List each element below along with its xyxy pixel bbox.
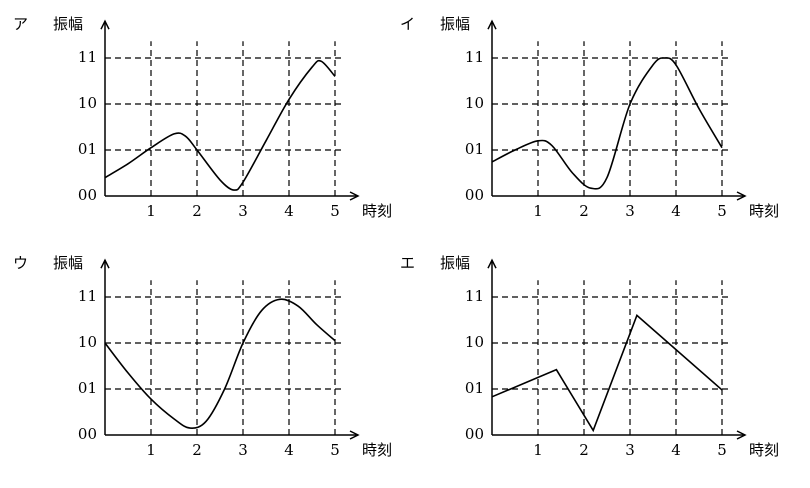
curve bbox=[104, 298, 336, 429]
y-tick-label: 00 bbox=[465, 425, 484, 443]
x-arrow bbox=[736, 430, 747, 440]
x-tick-label: 3 bbox=[625, 441, 635, 459]
x-tick-label: 2 bbox=[192, 441, 202, 459]
x-axis-label: 時刻 bbox=[362, 441, 392, 459]
y-arrow bbox=[487, 19, 497, 30]
x-tick-label: 4 bbox=[671, 441, 681, 459]
y-tick-label: 01 bbox=[465, 379, 484, 397]
y-tick-label: 10 bbox=[465, 94, 484, 112]
y-axis-label: 振幅 bbox=[53, 15, 83, 33]
y-tick-label: 00 bbox=[465, 186, 484, 204]
y-tick-label: 00 bbox=[78, 186, 97, 204]
x-tick-label: 4 bbox=[671, 202, 681, 220]
y-tick-label: 11 bbox=[78, 287, 97, 305]
x-arrow bbox=[349, 430, 360, 440]
x-tick-label: 1 bbox=[533, 202, 543, 220]
x-tick-label: 4 bbox=[284, 202, 294, 220]
x-axis-label: 時刻 bbox=[362, 202, 392, 220]
x-tick-label: 2 bbox=[579, 441, 589, 459]
x-tick-label: 5 bbox=[717, 441, 727, 459]
y-tick-label: 11 bbox=[465, 287, 484, 305]
curve bbox=[104, 59, 336, 191]
x-tick-label: 4 bbox=[284, 441, 294, 459]
y-tick-label: 01 bbox=[78, 140, 97, 158]
x-tick-label: 5 bbox=[717, 202, 727, 220]
curve bbox=[491, 314, 723, 433]
y-axis-label: 振幅 bbox=[440, 15, 470, 33]
y-axis-label: 振幅 bbox=[53, 254, 83, 272]
x-tick-label: 2 bbox=[579, 202, 589, 220]
x-tick-label: 5 bbox=[330, 441, 340, 459]
x-axis-label: 時刻 bbox=[749, 202, 779, 220]
y-tick-label: 11 bbox=[465, 48, 484, 66]
y-tick-label: 10 bbox=[78, 94, 97, 112]
y-tick-label: 10 bbox=[78, 333, 97, 351]
panel-label: エ bbox=[400, 254, 415, 272]
x-tick-label: 2 bbox=[192, 202, 202, 220]
x-arrow bbox=[736, 191, 747, 201]
x-tick-label: 1 bbox=[533, 441, 543, 459]
x-axis-label: 時刻 bbox=[749, 441, 779, 459]
x-arrow bbox=[349, 191, 360, 201]
y-tick-label: 10 bbox=[465, 333, 484, 351]
y-tick-label: 01 bbox=[78, 379, 97, 397]
x-tick-label: 3 bbox=[238, 202, 248, 220]
y-arrow bbox=[487, 258, 497, 269]
y-tick-label: 00 bbox=[78, 425, 97, 443]
x-tick-label: 3 bbox=[625, 202, 635, 220]
panel-label: ウ bbox=[13, 254, 28, 272]
y-tick-label: 11 bbox=[78, 48, 97, 66]
y-tick-label: 01 bbox=[465, 140, 484, 158]
panel-label: イ bbox=[400, 15, 415, 33]
x-tick-label: 1 bbox=[146, 202, 156, 220]
x-tick-label: 5 bbox=[330, 202, 340, 220]
x-tick-label: 3 bbox=[238, 441, 248, 459]
x-tick-label: 1 bbox=[146, 441, 156, 459]
y-arrow bbox=[100, 258, 110, 269]
curve bbox=[491, 57, 723, 190]
y-arrow bbox=[100, 19, 110, 30]
y-axis-label: 振幅 bbox=[440, 254, 470, 272]
panel-label: ア bbox=[13, 15, 28, 33]
